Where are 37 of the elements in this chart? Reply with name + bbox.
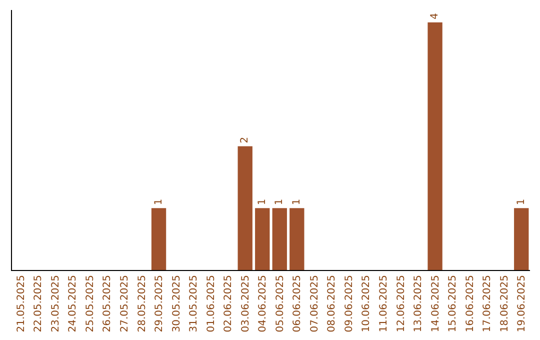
x-tick-label: 22.05.2025 [33, 275, 44, 332]
x-tick-label: 17.06.2025 [482, 275, 494, 332]
x-tick-label: 18.06.2025 [499, 275, 510, 332]
x-tick-label: 14.06.2025 [430, 275, 442, 332]
x-tick-label: 15.06.2025 [448, 275, 459, 332]
x-tick-label: 21.05.2025 [16, 275, 27, 332]
data-label: 1 [516, 198, 527, 206]
x-tick-label: 27.05.2025 [119, 275, 130, 332]
x-tick-label: 30.05.2025 [171, 275, 182, 332]
x-tick-label: 13.06.2025 [413, 275, 424, 332]
x-tick-label: 11.06.2025 [378, 275, 390, 332]
x-tick-label: 03.06.2025 [240, 275, 252, 332]
x-tick-label: 19.06.2025 [516, 275, 528, 332]
x-tick-label: 23.05.2025 [50, 275, 62, 332]
x-tick-label: 02.06.2025 [223, 275, 234, 332]
x-tick-label: 05.06.2025 [274, 275, 286, 332]
data-label: 1 [291, 198, 302, 206]
x-tick-label: 10.06.2025 [361, 275, 372, 332]
data-label: 2 [240, 136, 251, 144]
x-tick-label: 12.06.2025 [396, 275, 407, 332]
data-label: 1 [256, 198, 268, 206]
x-tick-label: 06.06.2025 [292, 275, 304, 332]
x-tick-label: 08.06.2025 [326, 275, 338, 332]
data-label: 4 [430, 13, 441, 20]
x-tick-label: 01.06.2025 [206, 275, 217, 332]
x-tick-label: 31.05.2025 [188, 275, 200, 332]
x-tick-label: 26.05.2025 [102, 275, 114, 332]
data-label: 1 [153, 198, 164, 206]
x-tick-label: 07.06.2025 [309, 275, 320, 332]
x-tick-label: 28.05.2025 [136, 275, 148, 332]
x-tick-label: 29.05.2025 [154, 275, 166, 332]
data-label: 1 [274, 198, 286, 206]
x-tick-label: 09.06.2025 [344, 275, 355, 332]
x-tick-label: 24.05.2025 [68, 275, 79, 332]
x-tick-label: 16.06.2025 [464, 275, 476, 332]
x-tick-label: 04.06.2025 [258, 275, 269, 332]
x-tick-label: 25.05.2025 [84, 275, 96, 332]
